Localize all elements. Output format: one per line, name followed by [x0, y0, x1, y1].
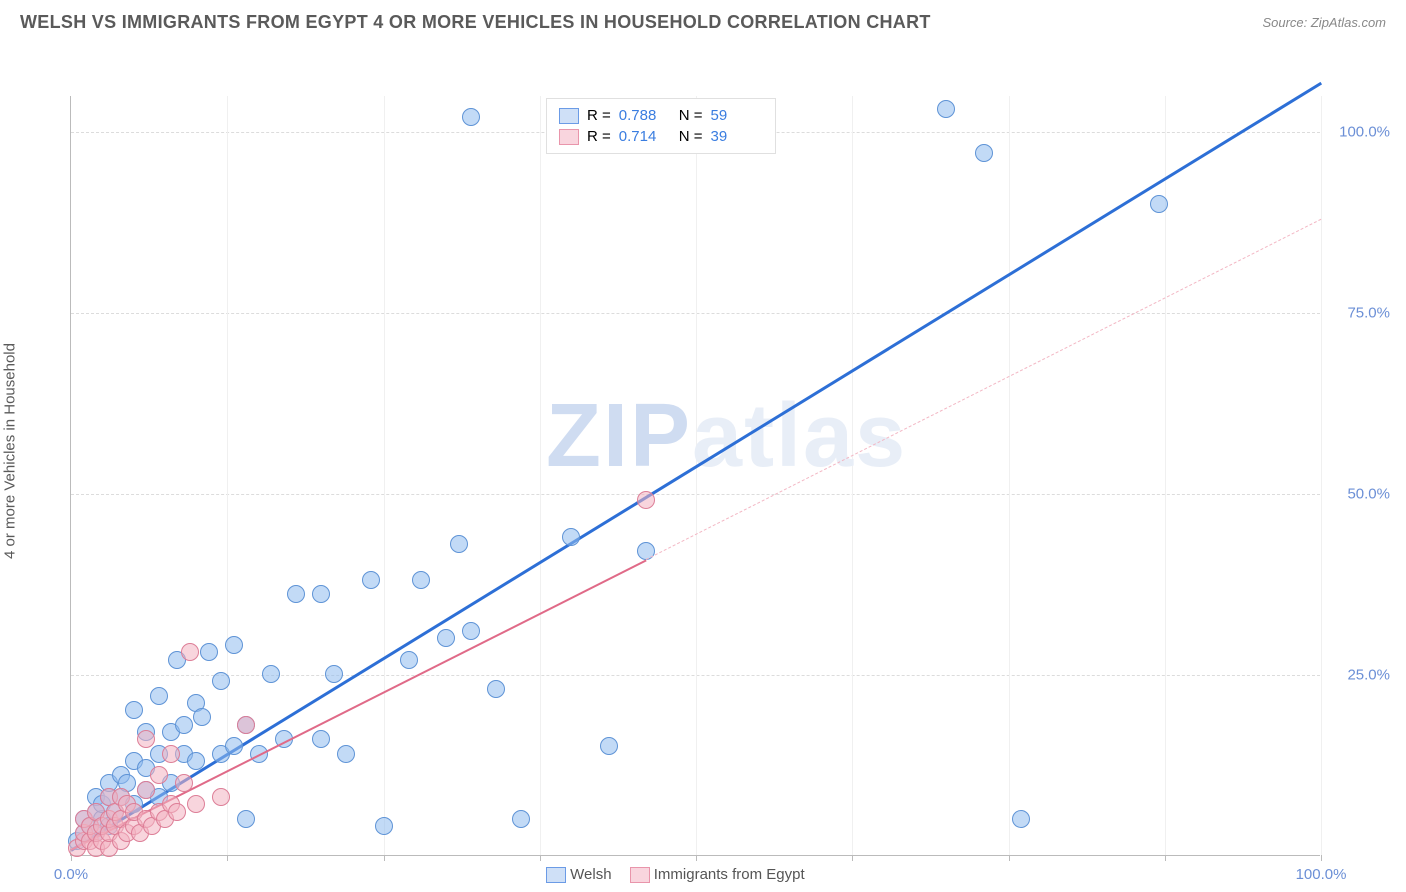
x-tick — [1321, 855, 1322, 861]
legend-r-value: 0.788 — [619, 107, 671, 124]
data-point — [325, 665, 343, 683]
data-point — [412, 571, 430, 589]
legend-n-value: 39 — [711, 128, 763, 145]
legend-n-value: 59 — [711, 107, 763, 124]
gridline-v — [540, 96, 541, 855]
data-point — [137, 730, 155, 748]
data-point — [362, 571, 380, 589]
data-point — [462, 622, 480, 640]
plot-area: 25.0%50.0%75.0%100.0%0.0%100.0%ZIPatlasR… — [70, 96, 1320, 856]
y-tick-label: 50.0% — [1347, 486, 1390, 503]
data-point — [175, 774, 193, 792]
data-point — [212, 672, 230, 690]
x-tick — [852, 855, 853, 861]
data-point — [237, 716, 255, 734]
correlation-legend: R = 0.788 N = 59 R = 0.714 N = 39 — [546, 98, 776, 154]
data-point — [193, 708, 211, 726]
data-point — [600, 737, 618, 755]
data-point — [1012, 810, 1030, 828]
data-point — [168, 803, 186, 821]
data-point — [150, 766, 168, 784]
data-point — [462, 108, 480, 126]
data-point — [181, 643, 199, 661]
trend-line — [646, 219, 1321, 560]
data-point — [437, 629, 455, 647]
x-tick — [1165, 855, 1166, 861]
chart-container: 4 or more Vehicles in Household 25.0%50.… — [20, 41, 1386, 861]
legend-r-label: R = — [587, 128, 611, 145]
legend-swatch — [630, 867, 650, 883]
legend-label: Immigrants from Egypt — [654, 866, 805, 883]
legend-row: R = 0.714 N = 39 — [559, 126, 763, 147]
series-legend: Welsh Immigrants from Egypt — [546, 866, 805, 883]
gridline-v — [384, 96, 385, 855]
source-attribution: Source: ZipAtlas.com — [1262, 15, 1386, 30]
data-point — [187, 795, 205, 813]
data-point — [637, 542, 655, 560]
legend-swatch — [546, 867, 566, 883]
data-point — [562, 528, 580, 546]
x-tick — [71, 855, 72, 861]
data-point — [212, 788, 230, 806]
y-axis-label: 4 or more Vehicles in Household — [2, 343, 19, 559]
legend-n-label: N = — [679, 128, 703, 145]
legend-r-label: R = — [587, 107, 611, 124]
y-tick-label: 75.0% — [1347, 305, 1390, 322]
legend-swatch — [559, 108, 579, 124]
data-point — [287, 585, 305, 603]
data-point — [125, 701, 143, 719]
data-point — [487, 680, 505, 698]
gridline-v — [1009, 96, 1010, 855]
data-point — [975, 144, 993, 162]
data-point — [237, 810, 255, 828]
data-point — [450, 535, 468, 553]
x-tick — [696, 855, 697, 861]
data-point — [225, 737, 243, 755]
data-point — [312, 730, 330, 748]
legend-label: Welsh — [570, 866, 611, 883]
gridline-v — [852, 96, 853, 855]
data-point — [175, 716, 193, 734]
data-point — [225, 636, 243, 654]
data-point — [162, 745, 180, 763]
legend-n-label: N = — [679, 107, 703, 124]
data-point — [187, 752, 205, 770]
gridline-v — [696, 96, 697, 855]
data-point — [312, 585, 330, 603]
data-point — [262, 665, 280, 683]
legend-item: Welsh — [546, 866, 612, 883]
x-tick — [227, 855, 228, 861]
data-point — [200, 643, 218, 661]
y-tick-label: 25.0% — [1347, 667, 1390, 684]
data-point — [137, 781, 155, 799]
data-point — [937, 100, 955, 118]
data-point — [1150, 195, 1168, 213]
data-point — [150, 687, 168, 705]
legend-r-value: 0.714 — [619, 128, 671, 145]
x-tick — [1009, 855, 1010, 861]
data-point — [337, 745, 355, 763]
x-tick-label: 0.0% — [54, 866, 88, 883]
legend-row: R = 0.788 N = 59 — [559, 105, 763, 126]
data-point — [400, 651, 418, 669]
data-point — [637, 491, 655, 509]
data-point — [512, 810, 530, 828]
x-tick — [384, 855, 385, 861]
chart-title: WELSH VS IMMIGRANTS FROM EGYPT 4 OR MORE… — [20, 12, 931, 33]
data-point — [375, 817, 393, 835]
gridline-v — [1321, 96, 1322, 855]
legend-item: Immigrants from Egypt — [630, 866, 805, 883]
x-tick — [540, 855, 541, 861]
x-tick-label: 100.0% — [1296, 866, 1347, 883]
legend-swatch — [559, 129, 579, 145]
y-tick-label: 100.0% — [1339, 124, 1390, 141]
